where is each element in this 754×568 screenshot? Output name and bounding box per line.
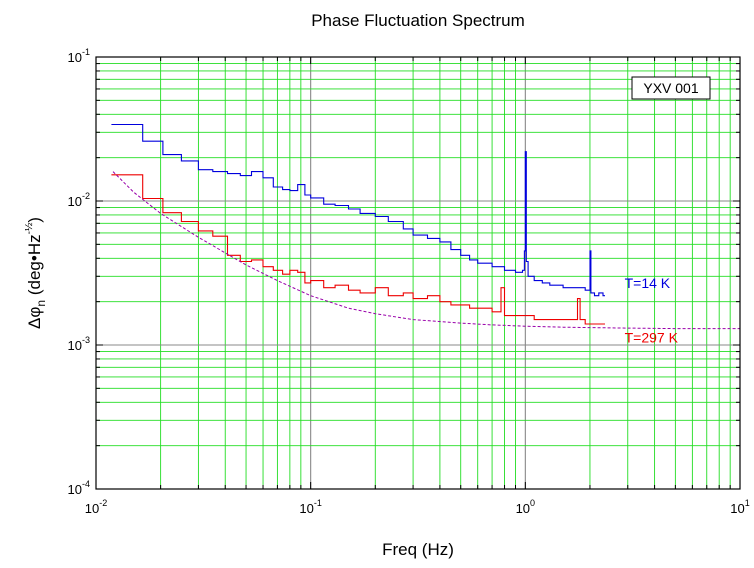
series-line-2	[112, 171, 740, 330]
series-annotation-1: T=297 K	[625, 329, 679, 345]
x-tick-label-exp: 1	[745, 498, 750, 508]
x-tick-label-exp: 0	[530, 498, 535, 508]
x-tick-label-exp: -1	[314, 498, 322, 508]
series-line-0	[111, 123, 605, 297]
x-tick-label: 10-1	[299, 498, 321, 516]
annotation-layer: T=14 K T=297 K	[625, 275, 679, 345]
x-tick-label: 10-2	[85, 498, 107, 516]
y-tick-label-exp: -4	[82, 479, 90, 489]
y-tick-label: 10-3	[68, 335, 90, 353]
y-axis-label-main: Δφ	[25, 307, 44, 329]
y-tick-label-base: 10	[68, 50, 82, 65]
y-tick-label: 10-2	[68, 191, 90, 209]
y-tick-label-exp: -1	[82, 47, 90, 57]
y-tick-label-base: 10	[68, 338, 82, 353]
legend-box-label: YXV 001	[643, 80, 698, 96]
y-tick-label-exp: -2	[82, 191, 90, 201]
y-axis-label-unit-open: (deg•Hz	[25, 234, 44, 299]
y-tick-label-exp: -3	[82, 335, 90, 345]
series-annotation-0: T=14 K	[625, 275, 671, 291]
y-axis-label-unit-close: )	[25, 217, 44, 223]
legend-box	[631, 76, 711, 100]
axis-ticks	[95, 57, 740, 490]
y-tick-label: 10-4	[68, 479, 90, 497]
x-tick-label: 101	[730, 498, 749, 516]
y-tick-labels: 10-410-310-210-1	[68, 47, 90, 497]
chart-title: Phase Fluctuation Spectrum	[311, 11, 525, 30]
y-axis-label-unit-sup: -½	[24, 222, 35, 234]
grid-lines	[96, 57, 740, 489]
series-line-1	[111, 174, 605, 325]
series-layer	[111, 123, 740, 330]
x-tick-label-base: 10	[730, 501, 744, 516]
plot-area	[96, 57, 740, 489]
y-axis-label: Δφn (deg•Hz-½)	[24, 217, 48, 329]
x-tick-label: 100	[516, 498, 535, 516]
x-axis-label: Freq (Hz)	[382, 540, 454, 559]
y-tick-label-base: 10	[68, 194, 82, 209]
y-tick-label-base: 10	[68, 482, 82, 497]
plot-frame	[95, 56, 741, 490]
y-axis-label-sub: n	[34, 300, 48, 307]
x-tick-label-base: 10	[85, 501, 99, 516]
y-tick-label: 10-1	[68, 47, 90, 65]
x-tick-label-base: 10	[516, 501, 530, 516]
x-tick-labels: 10-2 10-1 100 101	[85, 498, 750, 516]
x-tick-label-base: 10	[299, 501, 313, 516]
x-tick-label-exp: -2	[99, 498, 107, 508]
